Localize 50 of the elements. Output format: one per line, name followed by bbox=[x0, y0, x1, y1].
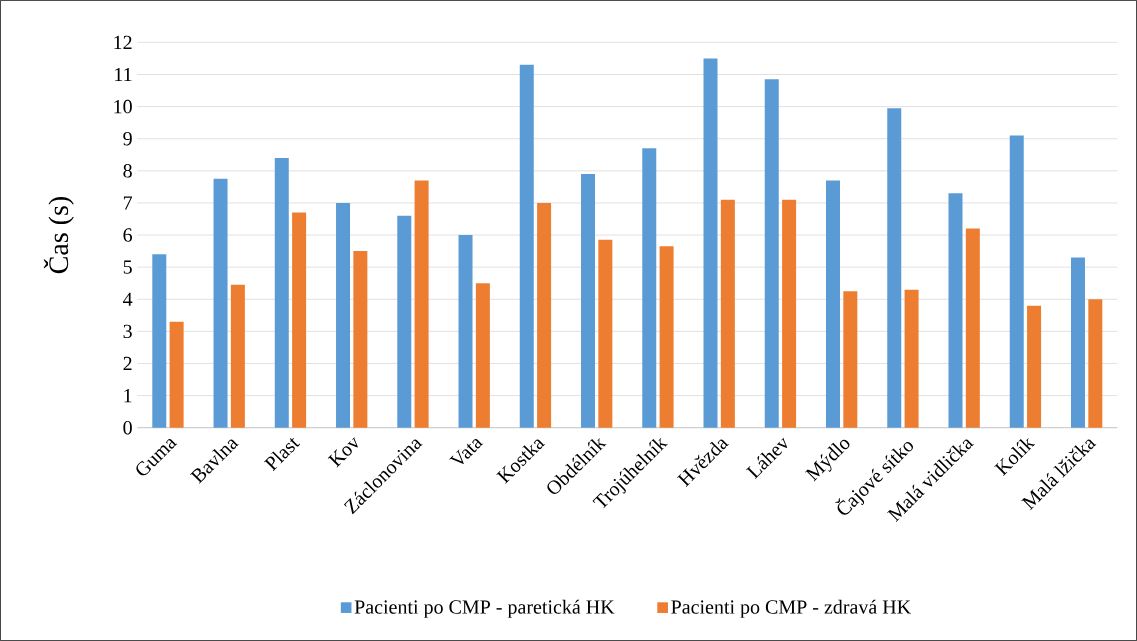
bar bbox=[642, 148, 657, 428]
y-tick-label: 7 bbox=[123, 196, 133, 210]
bar bbox=[353, 251, 368, 428]
bar bbox=[169, 321, 184, 428]
bar bbox=[336, 202, 351, 428]
y-tick-label: 8 bbox=[123, 164, 132, 178]
bar bbox=[213, 178, 228, 428]
y-tick-label: 1 bbox=[124, 388, 132, 403]
bar bbox=[843, 291, 858, 428]
bar bbox=[1088, 299, 1103, 428]
bar bbox=[598, 239, 613, 428]
bar bbox=[458, 235, 473, 428]
bar bbox=[659, 246, 674, 428]
bar bbox=[720, 199, 735, 428]
y-tick-label: 0 bbox=[123, 420, 132, 435]
x-tick-label: Vata bbox=[449, 438, 484, 464]
bar bbox=[948, 193, 963, 428]
bar bbox=[414, 180, 429, 428]
y-tick-label: 6 bbox=[123, 228, 133, 242]
bar bbox=[703, 58, 718, 428]
bar bbox=[764, 79, 779, 428]
bar bbox=[904, 289, 919, 428]
bar bbox=[1070, 257, 1085, 428]
bar bbox=[475, 283, 490, 428]
bar bbox=[152, 254, 167, 428]
bar bbox=[274, 157, 289, 428]
bar bbox=[581, 174, 596, 428]
bar bbox=[292, 212, 307, 428]
y-tick-label: 11 bbox=[115, 67, 132, 82]
legend-label: Pacienti po CMP - paretická HK bbox=[354, 599, 615, 618]
bar bbox=[230, 284, 245, 428]
bar bbox=[519, 64, 534, 428]
y-tick-label: 4 bbox=[123, 292, 133, 306]
bar bbox=[965, 228, 980, 428]
bar bbox=[1009, 135, 1024, 428]
y-tick-label: 3 bbox=[123, 324, 132, 339]
y-tick-label: 5 bbox=[123, 260, 132, 274]
y-tick-label: 9 bbox=[123, 132, 132, 146]
bar bbox=[1027, 305, 1042, 428]
bar bbox=[887, 108, 902, 428]
legend-label: Pacienti po CMP - zdravá HK bbox=[671, 599, 911, 618]
x-tick-label: Plast bbox=[263, 438, 300, 472]
bar bbox=[782, 199, 797, 428]
bar bbox=[537, 202, 552, 428]
y-axis-title: Čas (s) bbox=[43, 197, 74, 274]
y-tick-label: 10 bbox=[114, 99, 132, 114]
y-tick-label: 12 bbox=[114, 35, 132, 50]
bar bbox=[826, 180, 840, 428]
y-tick-label: 2 bbox=[123, 356, 132, 371]
bar bbox=[397, 215, 412, 428]
